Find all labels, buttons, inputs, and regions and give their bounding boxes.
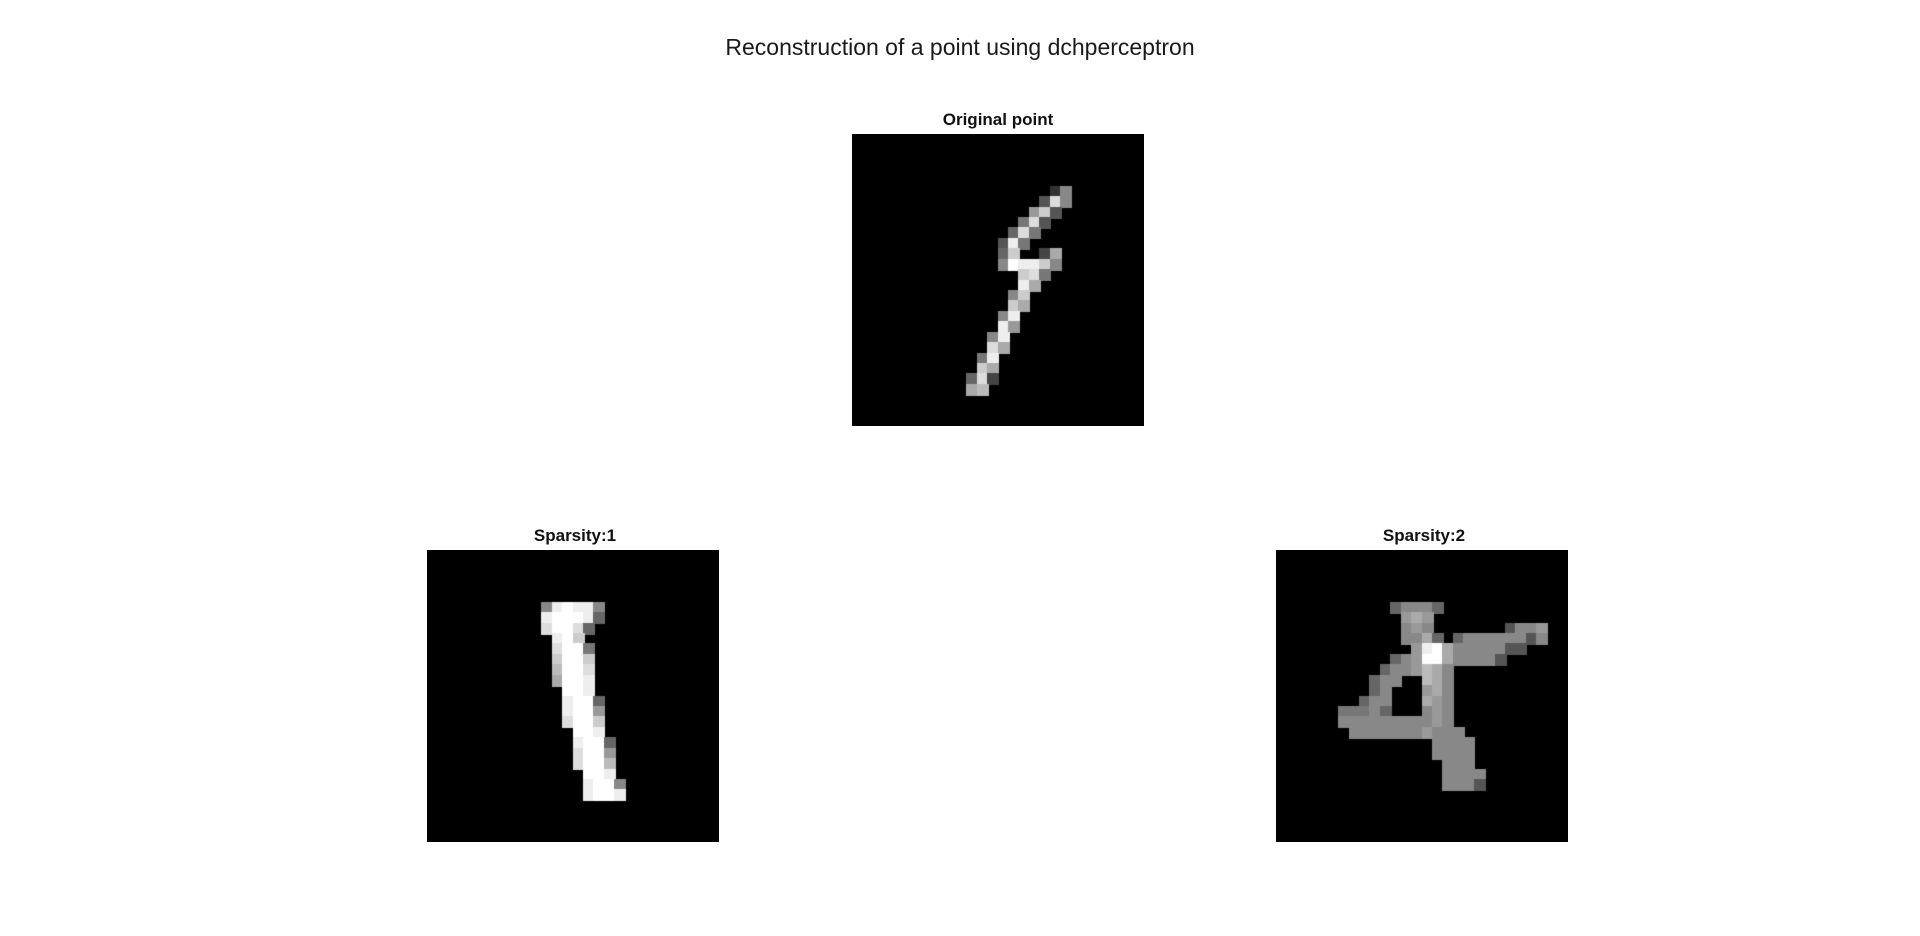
panel-title-sparsity-2: Sparsity:2 [1382,526,1466,545]
digit-image-sparsity-1 [427,550,719,842]
digit-image-sparsity-2 [1276,550,1568,842]
panel-title-sparsity-1: Sparsity:1 [533,526,617,545]
figure-title: Reconstruction of a point using dchperce… [725,34,1195,60]
digit-image-original [852,134,1144,426]
panel-title-original-point: Original point [942,110,1054,129]
